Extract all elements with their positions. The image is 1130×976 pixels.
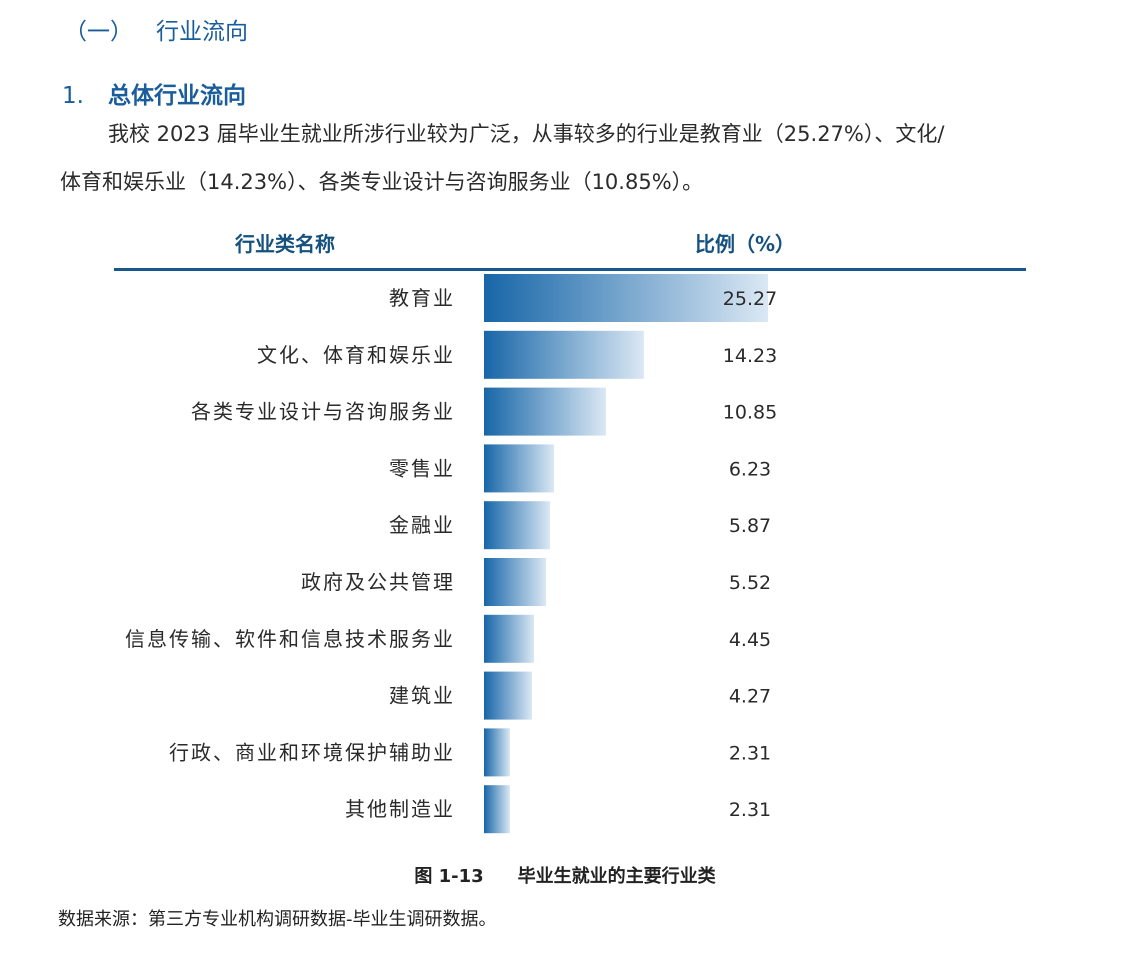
subsection-heading: 1. 总体行业流向	[62, 76, 246, 110]
bar-10	[484, 785, 510, 834]
section-number: （一）	[64, 19, 133, 45]
category-label-7: 信息传输、软件和信息技术服务业	[125, 627, 455, 651]
value-label-3: 10.85	[723, 402, 777, 424]
value-label-10: 2.31	[729, 799, 771, 821]
intro-paragraph: 我校 2023 届毕业生就业所涉行业较为广泛，从事较多的行业是教育业（25.27…	[60, 110, 1090, 206]
bar-2	[484, 330, 644, 379]
section-title: 行业流向	[156, 19, 248, 45]
value-label-9: 2.31	[729, 742, 771, 764]
bar-1	[484, 274, 768, 322]
category-label-5: 金融业	[389, 513, 455, 537]
subsection-number: 1.	[62, 83, 84, 109]
column-header-name: 行业类名称	[235, 232, 335, 256]
value-label-7: 4.45	[729, 629, 771, 651]
bar-8	[484, 671, 532, 720]
header-rule	[114, 268, 1026, 271]
category-label-1: 教育业	[389, 286, 455, 310]
paragraph-line-1: 我校 2023 届毕业生就业所涉行业较为广泛，从事较多的行业是教育业（25.27…	[108, 122, 945, 146]
value-label-4: 6.23	[729, 458, 771, 480]
category-label-9: 行政、商业和环境保护辅助业	[169, 740, 455, 764]
industry-bar-chart: 教育业 25.27 文化、体育和娱乐业 14.23 各类专业设计与咨询服务业 10.85 零…	[125, 274, 777, 834]
data-source-note: 数据来源：第三方专业机构调研数据-毕业生调研数据。	[58, 909, 497, 930]
figure-title: 毕业生就业的主要行业类	[517, 866, 716, 887]
value-label-6: 5.52	[729, 572, 771, 594]
value-label-5: 5.87	[729, 515, 771, 537]
category-label-8: 建筑业	[389, 684, 455, 708]
bar-7	[484, 614, 535, 663]
category-label-6: 政府及公共管理	[301, 570, 455, 594]
category-label-3: 各类专业设计与咨询服务业	[191, 400, 455, 424]
category-label-2: 文化、体育和娱乐业	[257, 343, 455, 367]
bar-5	[484, 501, 550, 550]
subsection-title: 总体行业流向	[108, 83, 246, 109]
bar-4	[484, 444, 555, 493]
figure-number: 图 1-13	[414, 866, 484, 887]
paragraph-line-2: 体育和娱乐业（14.23%）、各类专业设计与咨询服务业（10.85%）。	[60, 170, 704, 194]
value-label-1: 25.27	[723, 288, 777, 310]
bar-9	[484, 728, 510, 777]
category-label-4: 零售业	[389, 456, 455, 480]
value-label-2: 14.23	[723, 345, 777, 367]
figure-caption: 图 1-13 毕业生就业的主要行业类	[0, 862, 1130, 888]
value-label-8: 4.27	[729, 686, 771, 708]
category-label-10: 其他制造业	[345, 797, 455, 821]
bar-3	[484, 387, 606, 436]
column-header-ratio: 比例（%）	[695, 232, 796, 256]
section-heading: （一） 行业流向	[64, 12, 248, 46]
bar-6	[484, 558, 547, 606]
